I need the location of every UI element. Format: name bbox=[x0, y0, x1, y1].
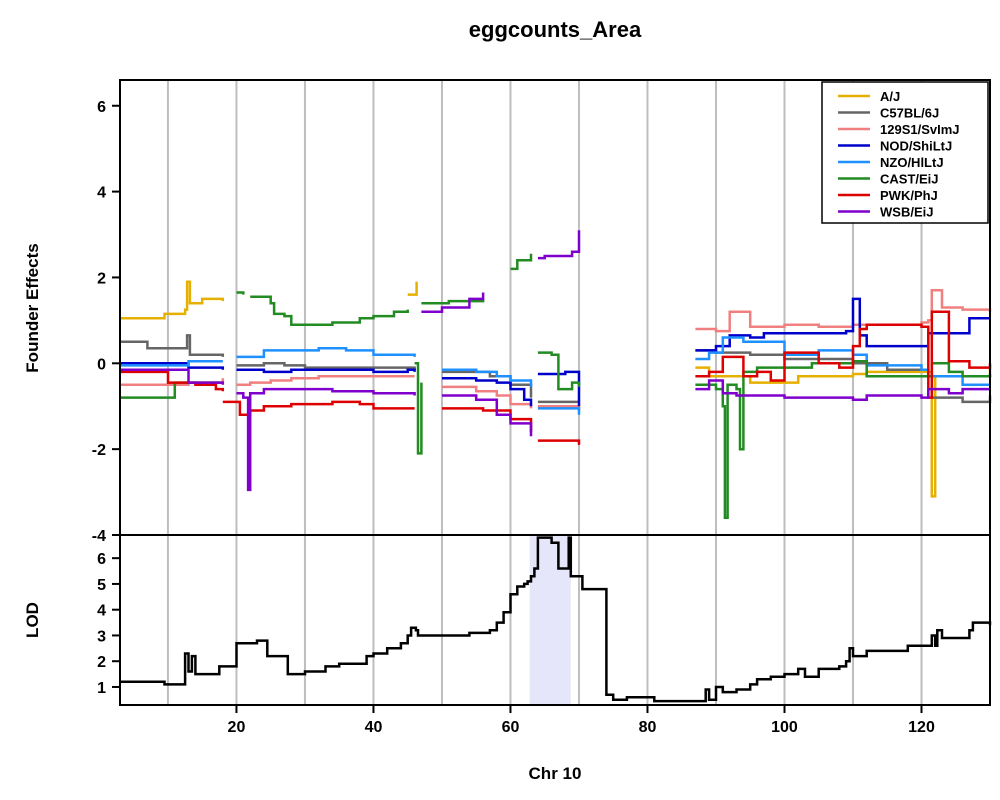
series-line-cast-eij bbox=[236, 291, 245, 295]
series-line-pwk-phj bbox=[537, 439, 581, 445]
chart-title: eggcounts_Area bbox=[469, 17, 642, 42]
series-line-wsb-eij bbox=[236, 387, 416, 492]
y-tick-label-bottom: 1 bbox=[97, 680, 106, 697]
series-line-nzo-hlltj bbox=[442, 368, 533, 387]
series-line-cast-eij bbox=[695, 359, 992, 520]
series-line-c57bl-6j bbox=[695, 349, 992, 404]
series-line-nod-shiltj bbox=[236, 368, 416, 374]
x-tick-label: 120 bbox=[908, 719, 935, 736]
lod-curve bbox=[120, 536, 992, 703]
legend-label: A/J bbox=[880, 89, 900, 104]
x-tick-label: 60 bbox=[502, 719, 520, 736]
series-line-cast-eij bbox=[414, 362, 423, 455]
series-line-c57bl-6j bbox=[120, 334, 225, 357]
lod-peak-interval bbox=[529, 536, 571, 704]
series-line-cast-eij bbox=[421, 298, 485, 305]
series-line-nzo-hlltj bbox=[695, 336, 990, 387]
legend-label: NZO/HlLtJ bbox=[880, 155, 944, 170]
series-line-nod-shiltj bbox=[442, 377, 533, 407]
y-tick-label-bottom: 6 bbox=[97, 551, 106, 568]
series-line-a-j bbox=[120, 280, 225, 320]
series-line-c57bl-6j bbox=[236, 362, 416, 370]
x-axis-label: Chr 10 bbox=[529, 764, 582, 783]
x-tick-label: 20 bbox=[228, 719, 246, 736]
series-line-wsb-eij bbox=[120, 368, 225, 385]
y-tick-label-bottom: 2 bbox=[97, 654, 106, 671]
series-line-cast-eij bbox=[510, 253, 533, 271]
series-line-a-j bbox=[407, 281, 418, 296]
legend-label: CAST/EiJ bbox=[880, 172, 939, 187]
series-line-nzo-hlltj bbox=[120, 359, 223, 367]
y-axis-label-lod: LOD bbox=[23, 602, 42, 638]
y-tick-label-top: 0 bbox=[97, 356, 106, 373]
y-tick-label-bottom: 4 bbox=[97, 603, 106, 620]
series-line-wsb-eij bbox=[537, 230, 581, 260]
series-line-wsb-eij bbox=[442, 394, 533, 437]
series-line-cast-eij bbox=[537, 351, 581, 391]
series-line-129s1-svimj bbox=[442, 385, 533, 409]
legend-label: WSB/EiJ bbox=[880, 205, 933, 220]
y-tick-label-top: 4 bbox=[97, 185, 106, 202]
legend-label: PWK/PhJ bbox=[880, 188, 938, 203]
series-line-wsb-eij bbox=[695, 379, 990, 402]
x-tick-label: 100 bbox=[771, 719, 798, 736]
bottom-plot-frame bbox=[119, 534, 991, 706]
y-tick-label-top: -2 bbox=[92, 442, 106, 459]
series-line-pwk-phj bbox=[442, 407, 533, 432]
legend-label: NOD/ShiLtJ bbox=[880, 139, 952, 154]
series-line-pwk-phj bbox=[695, 310, 992, 399]
legend-box bbox=[821, 81, 989, 224]
y-tick-label-top: 6 bbox=[97, 99, 106, 116]
series-line-nzo-hlltj bbox=[537, 407, 581, 415]
y-tick-label-bottom: 5 bbox=[97, 577, 106, 594]
y-tick-label-bottom: 3 bbox=[97, 628, 106, 645]
series-line-pwk-phj bbox=[222, 400, 415, 417]
series-line-129s1-svimj bbox=[236, 374, 415, 387]
series-line-nzo-hlltj bbox=[236, 347, 416, 359]
x-tick-label: 80 bbox=[639, 719, 657, 736]
series-line-cast-eij bbox=[250, 295, 409, 326]
y-axis-label-founder-effects: Founder Effects bbox=[23, 243, 42, 372]
legend-label: 129S1/SvImJ bbox=[880, 122, 960, 137]
x-tick-label: 40 bbox=[365, 719, 383, 736]
series-line-c57bl-6j bbox=[442, 370, 533, 398]
y-tick-label-top: -4 bbox=[92, 528, 106, 545]
series-line-wsb-eij bbox=[421, 292, 485, 314]
y-tick-label-top: 2 bbox=[97, 270, 106, 287]
legend-label: C57BL/6J bbox=[880, 106, 939, 121]
